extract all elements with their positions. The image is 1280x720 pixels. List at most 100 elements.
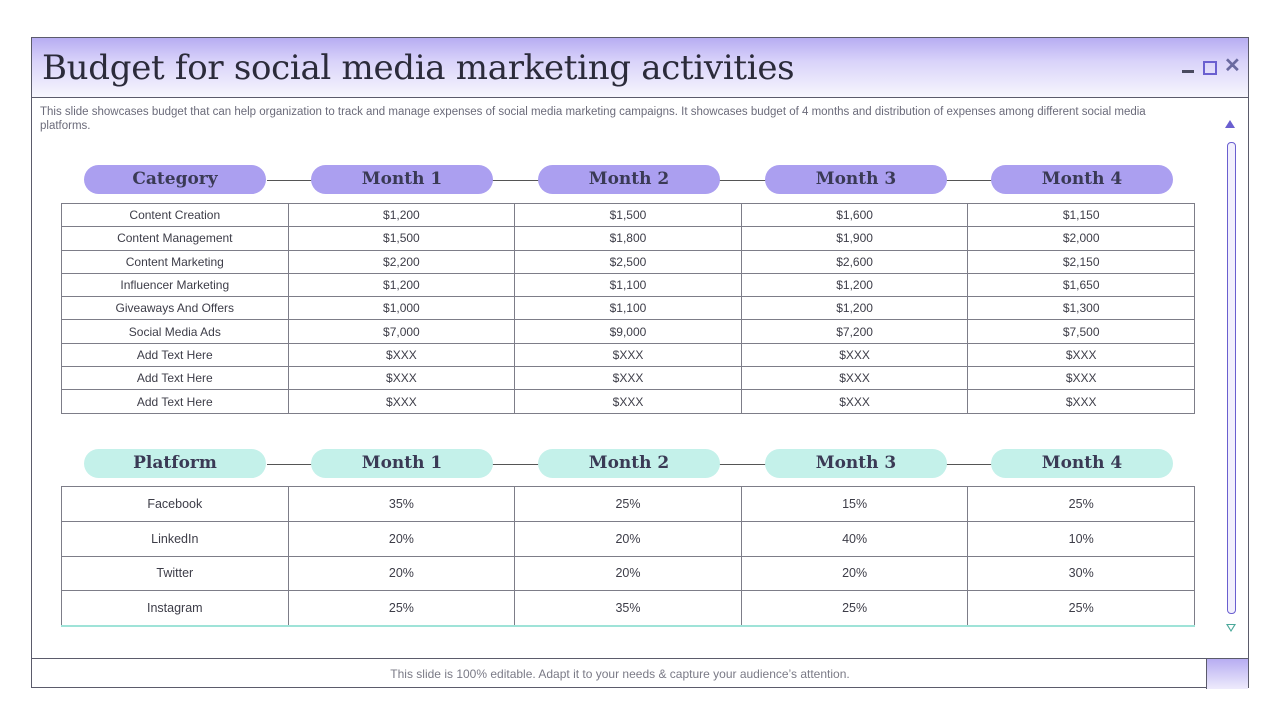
category-cell: Content Marketing	[61, 249, 289, 274]
value-cell: $2,000	[967, 226, 1195, 251]
value-cell: $7,200	[740, 319, 969, 344]
table-row: Add Text Here $XXX $XXX $XXX $XXX	[61, 389, 1195, 414]
platform-cell: Facebook	[61, 486, 289, 522]
platform-cell: Instagram	[61, 590, 289, 628]
maximize-icon[interactable]	[1203, 61, 1217, 75]
platform-table: Facebook 35% 25% 15% 25% LinkedIn 20% 20…	[61, 486, 1195, 628]
slide-window: Budget for social media marketing activi…	[31, 37, 1249, 689]
value-cell: 20%	[287, 555, 516, 592]
value-cell: 25%	[514, 486, 742, 522]
value-cell: 25%	[287, 590, 516, 628]
header-pill-month-4: Month 4	[991, 449, 1173, 478]
table-row: LinkedIn 20% 20% 40% 10%	[61, 520, 1195, 557]
table-row: Social Media Ads $7,000 $9,000 $7,200 $7…	[61, 319, 1195, 344]
value-cell: $1,500	[514, 202, 742, 228]
value-cell: $2,500	[514, 249, 742, 274]
value-cell: $XXX	[287, 342, 516, 368]
header-pill-month-2: Month 2	[538, 165, 720, 194]
table-row: Add Text Here $XXX $XXX $XXX $XXX	[61, 342, 1195, 368]
value-cell: 30%	[967, 555, 1195, 592]
value-cell: $1,200	[287, 272, 516, 298]
table-row: Instagram 25% 35% 25% 25%	[61, 590, 1195, 628]
value-cell: $XXX	[514, 366, 742, 391]
value-cell: 20%	[514, 555, 742, 592]
value-cell: 35%	[287, 486, 516, 522]
header-pill-month-3: Month 3	[765, 165, 947, 194]
value-cell: $9,000	[514, 319, 742, 344]
scroll-up-arrow-icon[interactable]	[1225, 120, 1235, 128]
platform-header-row: Platform Month 1 Month 2 Month 3 Month 4	[84, 449, 1176, 479]
category-cell: Add Text Here	[61, 342, 289, 368]
value-cell: $2,150	[967, 249, 1195, 274]
value-cell: $7,000	[287, 319, 516, 344]
value-cell: 10%	[967, 520, 1195, 557]
category-cell: Social Media Ads	[61, 319, 289, 344]
value-cell: $2,600	[740, 249, 969, 274]
value-cell: $1,900	[740, 226, 969, 251]
value-cell: 20%	[514, 520, 742, 557]
close-icon[interactable]: ✕	[1224, 55, 1241, 77]
value-cell: 15%	[740, 486, 969, 522]
value-cell: $1,150	[967, 202, 1195, 228]
table-row: Facebook 35% 25% 15% 25%	[61, 486, 1195, 522]
value-cell: $1,100	[514, 272, 742, 298]
value-cell: $XXX	[740, 389, 969, 414]
category-cell: Content Management	[61, 226, 289, 251]
value-cell: $1,800	[514, 226, 742, 251]
platform-cell: Twitter	[61, 555, 289, 592]
value-cell: $XXX	[514, 389, 742, 414]
footer-corner-block	[1206, 659, 1248, 689]
page-title: Budget for social media marketing activi…	[42, 48, 795, 88]
table-row: Influencer Marketing $1,200 $1,100 $1,20…	[61, 272, 1195, 298]
value-cell: $XXX	[740, 366, 969, 391]
value-cell: $XXX	[287, 366, 516, 391]
category-cell: Giveaways And Offers	[61, 296, 289, 321]
value-cell: $1,300	[967, 296, 1195, 321]
value-cell: $1,200	[287, 202, 516, 228]
value-cell: $1,500	[287, 226, 516, 251]
value-cell: $7,500	[967, 319, 1195, 344]
value-cell: $XXX	[287, 389, 516, 414]
header-pill-platform: Platform	[84, 449, 266, 478]
minimize-icon[interactable]	[1182, 62, 1194, 74]
header-pill-month-3: Month 3	[765, 449, 947, 478]
value-cell: $XXX	[967, 342, 1195, 368]
category-cell: Add Text Here	[61, 366, 289, 391]
scrollbar-track[interactable]	[1227, 142, 1236, 614]
value-cell: 20%	[287, 520, 516, 557]
table-row: Content Marketing $2,200 $2,500 $2,600 $…	[61, 249, 1195, 274]
table-row: Add Text Here $XXX $XXX $XXX $XXX	[61, 366, 1195, 391]
scroll-down-arrow-icon[interactable]	[1226, 624, 1236, 632]
value-cell: 25%	[967, 486, 1195, 522]
value-cell: 20%	[740, 555, 969, 592]
footer-note: This slide is 100% editable. Adapt it to…	[390, 667, 850, 681]
value-cell: $XXX	[967, 366, 1195, 391]
value-cell: 35%	[514, 590, 742, 628]
table-row: Twitter 20% 20% 20% 30%	[61, 555, 1195, 592]
category-cell: Content Creation	[61, 202, 289, 228]
table-row: Giveaways And Offers $1,000 $1,100 $1,20…	[61, 296, 1195, 321]
budget-header-row: Category Month 1 Month 2 Month 3 Month 4	[84, 165, 1176, 195]
value-cell: $1,200	[740, 272, 969, 298]
value-cell: 25%	[967, 590, 1195, 628]
header-pill-month-1: Month 1	[311, 449, 493, 478]
header-pill-category: Category	[84, 165, 266, 194]
value-cell: 40%	[740, 520, 969, 557]
category-cell: Influencer Marketing	[61, 272, 289, 298]
category-cell: Add Text Here	[61, 389, 289, 414]
budget-table: Content Creation $1,200 $1,500 $1,600 $1…	[61, 202, 1195, 414]
value-cell: $1,600	[740, 202, 969, 228]
table-row: Content Creation $1,200 $1,500 $1,600 $1…	[61, 202, 1195, 228]
value-cell: $1,650	[967, 272, 1195, 298]
slide-description: This slide showcases budget that can hel…	[40, 106, 1146, 132]
value-cell: $XXX	[514, 342, 742, 368]
platform-cell: LinkedIn	[61, 520, 289, 557]
value-cell: $XXX	[967, 389, 1195, 414]
footer-bar: This slide is 100% editable. Adapt it to…	[32, 658, 1248, 689]
value-cell: $1,100	[514, 296, 742, 321]
header-pill-month-2: Month 2	[538, 449, 720, 478]
value-cell: $1,000	[287, 296, 516, 321]
value-cell: 25%	[740, 590, 969, 628]
value-cell: $2,200	[287, 249, 516, 274]
table-row: Content Management $1,500 $1,800 $1,900 …	[61, 226, 1195, 251]
